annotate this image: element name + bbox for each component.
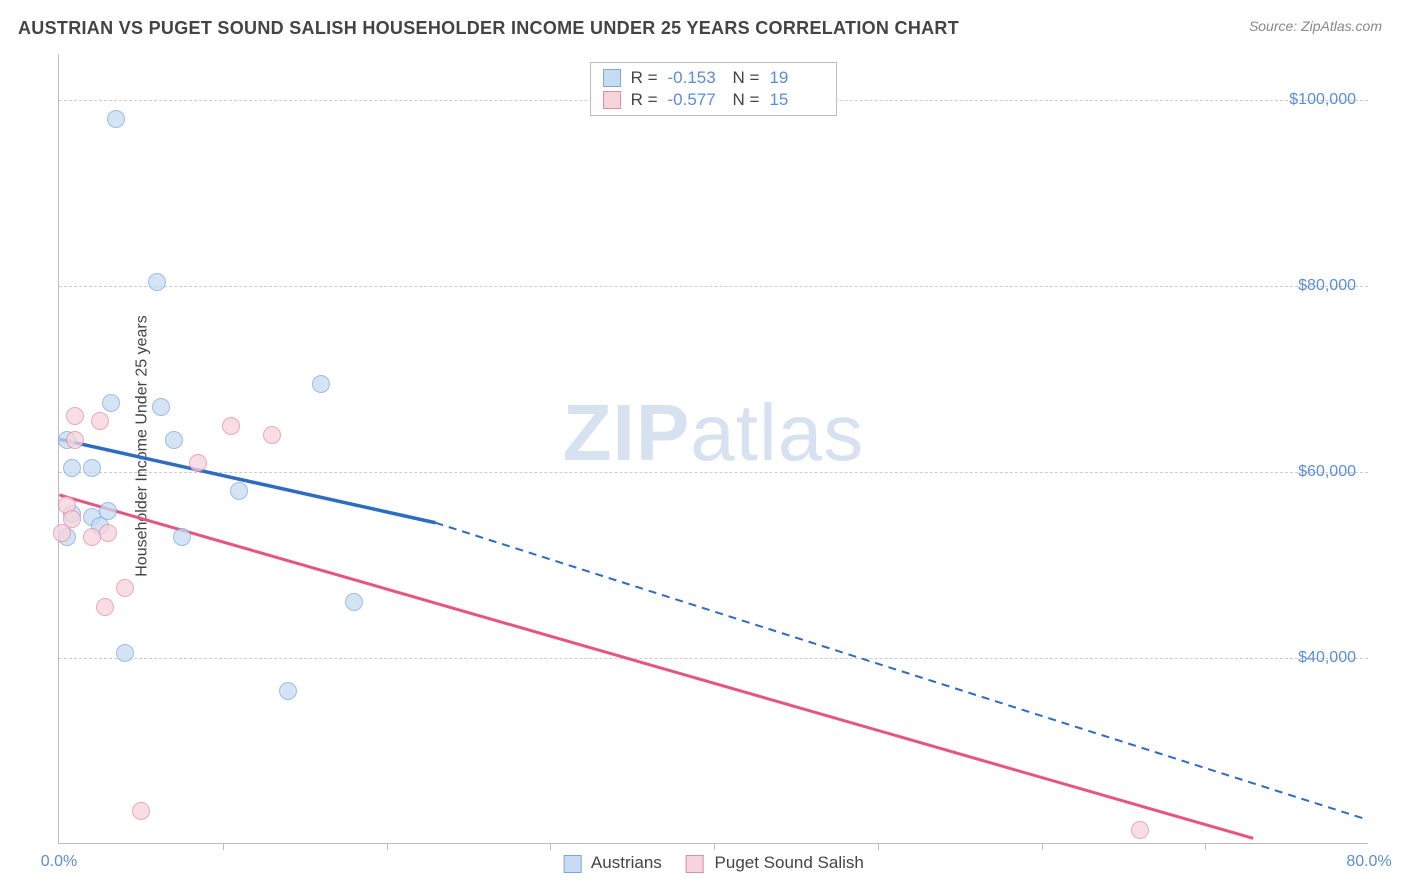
stats-n-label: N = [733, 68, 760, 88]
watermark: ZIPatlas [563, 387, 864, 479]
stats-n-label: N = [733, 90, 760, 110]
scatter-point [189, 454, 207, 472]
scatter-point [222, 417, 240, 435]
scatter-point [96, 598, 114, 616]
x-tick-label: 80.0% [1346, 853, 1391, 871]
scatter-point [263, 426, 281, 444]
plot-area: ZIPatlas $40,000$60,000$80,000$100,000 0… [58, 54, 1368, 844]
scatter-point [102, 394, 120, 412]
x-tick-label: 0.0% [41, 853, 77, 871]
scatter-point [312, 375, 330, 393]
stats-row-2: R = -0.577 N = 15 [603, 89, 825, 111]
x-tick-mark [550, 843, 551, 850]
stats-n-value-2: 15 [769, 90, 824, 110]
scatter-point [66, 431, 84, 449]
stats-row-1: R = -0.153 N = 19 [603, 67, 825, 89]
chart-title: AUSTRIAN VS PUGET SOUND SALISH HOUSEHOLD… [18, 18, 959, 39]
gridline [59, 286, 1368, 287]
stats-swatch-1 [603, 69, 621, 87]
stats-box: R = -0.153 N = 19 R = -0.577 N = 15 [590, 62, 838, 116]
scatter-point [165, 431, 183, 449]
legend-item-1: Austrians [563, 853, 662, 873]
x-tick-mark [878, 843, 879, 850]
scatter-point [148, 273, 166, 291]
scatter-point [116, 579, 134, 597]
legend-label-2: Puget Sound Salish [715, 853, 864, 872]
scatter-point [152, 398, 170, 416]
scatter-point [63, 459, 81, 477]
stats-r-label: R = [631, 68, 658, 88]
y-tick-label: $80,000 [1298, 277, 1356, 295]
stats-r-value-1: -0.153 [668, 68, 723, 88]
source-label: Source: ZipAtlas.com [1249, 18, 1382, 34]
x-tick-mark [1205, 843, 1206, 850]
legend: Austrians Puget Sound Salish [563, 853, 864, 873]
gridline [59, 658, 1368, 659]
scatter-point [83, 528, 101, 546]
stats-r-label: R = [631, 90, 658, 110]
y-tick-label: $40,000 [1298, 649, 1356, 667]
scatter-point [345, 593, 363, 611]
watermark-bold: ZIP [563, 388, 690, 477]
scatter-point [53, 524, 71, 542]
x-tick-mark [1042, 843, 1043, 850]
scatter-point [173, 528, 191, 546]
scatter-point [83, 459, 101, 477]
legend-swatch-2 [686, 855, 704, 873]
legend-swatch-1 [563, 855, 581, 873]
watermark-light: atlas [690, 388, 864, 477]
scatter-point [116, 644, 134, 662]
y-tick-label: $100,000 [1289, 91, 1356, 109]
x-tick-mark [714, 843, 715, 850]
scatter-point [91, 412, 109, 430]
x-tick-mark [387, 843, 388, 850]
stats-r-value-2: -0.577 [668, 90, 723, 110]
stats-swatch-2 [603, 91, 621, 109]
legend-item-2: Puget Sound Salish [686, 853, 864, 873]
scatter-point [1131, 821, 1149, 839]
x-tick-mark [223, 843, 224, 850]
scatter-point [99, 524, 117, 542]
scatter-point [230, 482, 248, 500]
legend-label-1: Austrians [591, 853, 662, 872]
y-tick-label: $60,000 [1298, 463, 1356, 481]
scatter-point [279, 682, 297, 700]
stats-n-value-1: 19 [769, 68, 824, 88]
scatter-point [107, 110, 125, 128]
gridline [59, 472, 1368, 473]
scatter-point [66, 407, 84, 425]
trend-lines [59, 54, 1368, 843]
scatter-point [132, 802, 150, 820]
